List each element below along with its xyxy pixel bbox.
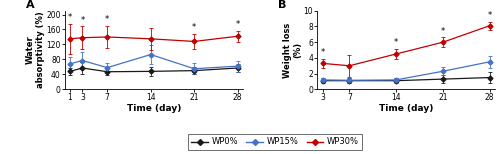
Text: A: A [26,0,34,10]
Text: *: * [192,23,196,32]
Text: *: * [236,20,240,29]
Text: B: B [278,0,286,10]
Text: *: * [68,13,72,22]
Text: *: * [488,11,492,20]
Y-axis label: Weight loss
(%): Weight loss (%) [282,22,302,78]
Text: *: * [320,48,325,57]
Text: *: * [105,15,110,24]
Legend: WP0%, WP15%, WP30%: WP0%, WP15%, WP30% [188,134,362,150]
Text: *: * [394,38,398,47]
X-axis label: Time (day): Time (day) [126,104,181,113]
Y-axis label: Water
absorptivity (%): Water absorptivity (%) [26,12,45,88]
X-axis label: Time (day): Time (day) [379,104,434,113]
Text: *: * [80,16,84,24]
Text: *: * [441,26,445,36]
